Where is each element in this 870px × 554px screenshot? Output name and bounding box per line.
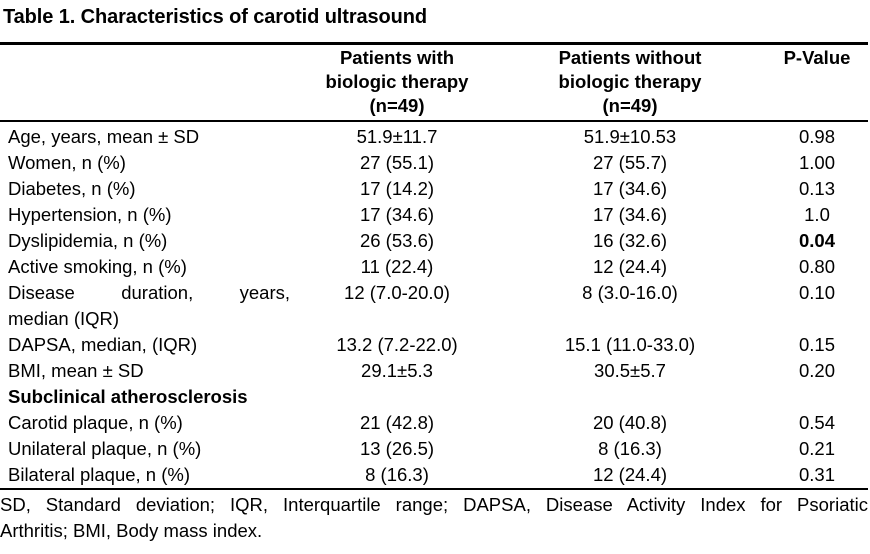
- value-with-biologic: 27 (55.1): [359, 152, 435, 173]
- value-with-biologic: 13 (26.5): [359, 438, 435, 459]
- value-without-biologic: 12 (24.4): [592, 256, 668, 277]
- section-header: Subclinical atherosclerosis: [8, 386, 248, 407]
- table-row: Carotid plaque, n (%) 21 (42.8) 20 (40.8) 0…: [0, 410, 868, 436]
- row-label: Carotid plaque, n (%): [8, 412, 183, 433]
- table-row: DAPSA, median, (IQR) 13.2 (7.2-22.0) 15.1 …: [0, 332, 868, 358]
- row-label-line-1: Disease duration, years,: [8, 282, 290, 303]
- row-label: Disease duration, years, median (IQR): [0, 280, 300, 332]
- table-row: BMI, mean ± SD 29.1±5.3 30.5±5.7 0.20: [0, 358, 868, 384]
- column-header-line: (n=49): [369, 95, 425, 116]
- header-row: Patients with biologic therapy (n=49) Patie…: [0, 42, 868, 122]
- value-with-biologic: 17 (14.2): [359, 178, 435, 199]
- table-row: Hypertension, n (%) 17 (34.6) 17 (34.6) 1.0: [0, 202, 868, 228]
- p-value: 0.04: [798, 230, 835, 251]
- row-label: Diabetes, n (%): [8, 178, 136, 199]
- p-value: 0.13: [798, 178, 835, 199]
- table-title: Table 1. Characteristics of carotid ultr…: [3, 6, 428, 28]
- value-without-biologic: 8 (16.3): [598, 438, 662, 459]
- value-without-biologic: 12 (24.4): [494, 462, 766, 490]
- table-header: Patients with biologic therapy (n=49) Patie…: [0, 42, 868, 122]
- p-value: 1.0: [804, 204, 830, 225]
- column-header-line: biologic therapy: [325, 71, 469, 92]
- value-without-biologic: 51.9±10.53: [583, 126, 677, 147]
- p-value: 1.00: [798, 152, 835, 173]
- row-label: Dyslipidemia, n (%): [8, 230, 168, 251]
- row-label-line-2: median (IQR): [8, 308, 120, 329]
- row-label: Women, n (%): [8, 152, 126, 173]
- row-label: Age, years, mean ± SD: [8, 126, 200, 147]
- footnote-line-2: Arthritis; BMI, Body mass index.: [0, 520, 263, 541]
- row-label: BMI, mean ± SD: [8, 360, 144, 381]
- value-without-biologic: 17 (34.6): [592, 178, 668, 199]
- p-value: 0.15: [798, 334, 835, 355]
- value-without-biologic: 27 (55.7): [592, 152, 668, 173]
- value-without-biologic: 16 (32.6): [592, 230, 668, 251]
- value-with-biologic: 13.2 (7.2-22.0): [336, 334, 458, 355]
- column-header-line: P-Value: [783, 47, 851, 68]
- footnote: SD, Standard deviation; IQR, Interquarti…: [0, 492, 868, 544]
- table-body: Age, years, mean ± SD 51.9±11.7 51.9±10.53…: [0, 121, 868, 490]
- column-header-line: (n=49): [602, 95, 658, 116]
- value-without-biologic: 15.1 (11.0-33.0): [564, 334, 696, 355]
- table-row: Active smoking, n (%) 11 (22.4) 12 (24.4) 0…: [0, 254, 868, 280]
- column-header-without-biologic: Patients without biologic therapy (n=49): [494, 42, 766, 122]
- column-header-line: Patients without: [558, 47, 702, 68]
- p-value: 0.80: [798, 256, 835, 277]
- value-with-biologic: 29.1±5.3: [361, 360, 433, 381]
- section-row: Subclinical atherosclerosis: [0, 384, 868, 410]
- table-row: Bilateral plaque, n (%) 8 (16.3) 12 (24.4)…: [0, 462, 868, 490]
- table-row: Dyslipidemia, n (%) 26 (53.6) 16 (32.6) 0.0…: [0, 228, 868, 254]
- value-without-biologic: 30.5±5.7: [594, 360, 666, 381]
- value-with-biologic: 17 (34.6): [359, 204, 435, 225]
- row-label: DAPSA, median, (IQR): [8, 334, 198, 355]
- column-header-line: Patients with: [339, 47, 455, 68]
- row-label: Bilateral plaque, n (%): [0, 462, 300, 490]
- row-label: Hypertension, n (%): [8, 204, 172, 225]
- p-value: 0.10: [798, 282, 835, 303]
- value-without-biologic: 20 (40.8): [592, 412, 668, 433]
- header-empty-cell: [0, 42, 300, 122]
- value-with-biologic: 12 (7.0-20.0): [344, 282, 450, 303]
- table-row: Unilateral plaque, n (%) 13 (26.5) 8 (16.3…: [0, 436, 868, 462]
- value-with-biologic: 11 (22.4): [360, 256, 434, 277]
- row-label: Unilateral plaque, n (%): [8, 438, 202, 459]
- value-with-biologic: 51.9±11.7: [356, 126, 438, 147]
- p-value: 0.21: [798, 438, 835, 459]
- p-value: 0.31: [766, 462, 868, 490]
- p-value: 0.98: [798, 126, 835, 147]
- table-row: Disease duration, years, median (IQR) 12 (…: [0, 280, 868, 332]
- characteristics-table: Patients with biologic therapy (n=49) Patie…: [0, 42, 868, 490]
- p-value: 0.20: [798, 360, 835, 381]
- footnote-line-1: SD, Standard deviation; IQR, Interquarti…: [0, 494, 868, 515]
- value-with-biologic: 8 (16.3): [300, 462, 494, 490]
- table-row: Diabetes, n (%) 17 (14.2) 17 (34.6) 0.13: [0, 176, 868, 202]
- column-header-with-biologic: Patients with biologic therapy (n=49): [300, 42, 494, 122]
- p-value: 0.54: [798, 412, 835, 433]
- row-label: Active smoking, n (%): [8, 256, 187, 277]
- value-with-biologic: 26 (53.6): [359, 230, 435, 251]
- value-without-biologic: 17 (34.6): [592, 204, 668, 225]
- column-header-line: biologic therapy: [558, 71, 702, 92]
- table-row: Women, n (%) 27 (55.1) 27 (55.7) 1.00: [0, 150, 868, 176]
- value-with-biologic: 21 (42.8): [359, 412, 435, 433]
- table-row: Age, years, mean ± SD 51.9±11.7 51.9±10.53…: [0, 121, 868, 150]
- column-header-p-value: P-Value: [766, 42, 868, 122]
- value-without-biologic: 8 (3.0-16.0): [582, 282, 678, 303]
